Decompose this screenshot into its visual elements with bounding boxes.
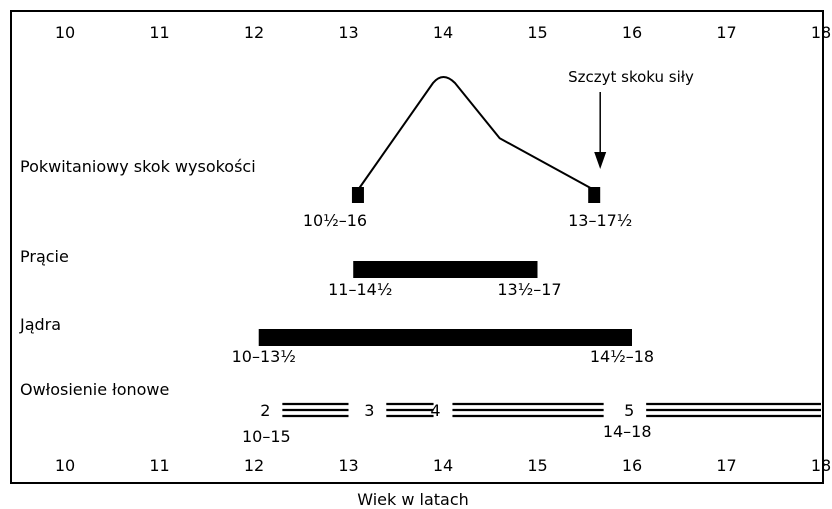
penis-label: Prącie (20, 247, 69, 266)
top-tick-label: 11 (149, 23, 169, 42)
bottom-tick-label: 16 (622, 456, 642, 475)
top-tick-label: 10 (55, 23, 75, 42)
top-tick-label: 12 (244, 23, 264, 42)
pubic-hair-stage-label: 5 (624, 401, 634, 420)
top-tick-label: 13 (338, 23, 358, 42)
growth-spurt-start-range: 10½–16 (303, 211, 367, 230)
bottom-tick-label: 18 (811, 456, 831, 475)
bottom-tick-label: 17 (716, 456, 736, 475)
penis-start-range: 11–14½ (328, 280, 392, 299)
penis-end-range: 13½–17 (497, 280, 561, 299)
pubic-hair-stage-2-range: 10–15 (242, 427, 291, 446)
pubic-hair-label: Owłosienie łonowe (20, 380, 169, 399)
top-tick-label: 15 (527, 23, 547, 42)
bottom-tick-label: 10 (55, 456, 75, 475)
pubic-hair-stage-label: 4 (430, 401, 440, 420)
growth-spurt-end-range: 13–17½ (568, 211, 632, 230)
bottom-tick-label: 14 (433, 456, 453, 475)
pubic-hair-stages: 2 3 4 5 (260, 401, 821, 420)
top-tick-label: 17 (716, 23, 736, 42)
bottom-tick-label: 11 (149, 456, 169, 475)
top-tick-label: 14 (433, 23, 453, 42)
bottom-tick-label: 12 (244, 456, 264, 475)
growth-spurt-start-marker (351, 187, 364, 203)
testes-start-range: 10–13½ (232, 347, 296, 366)
top-axis: 10 11 12 13 14 15 16 17 18 (55, 23, 831, 42)
penis-bar (353, 261, 538, 278)
growth-spurt-curve (357, 76, 595, 191)
pubic-hair-stage-5-range: 14–18 (603, 422, 652, 441)
testes-end-range: 14½–18 (590, 347, 654, 366)
diagram-frame (10, 10, 824, 484)
top-tick-label: 16 (622, 23, 642, 42)
x-axis-label: Wiek w latach (357, 490, 469, 509)
strength-peak-annotation: Szczyt skoku siły (568, 68, 694, 86)
bottom-axis: 10 11 12 13 14 15 16 17 18 (55, 456, 831, 475)
pubic-hair-stage-label: 2 (260, 401, 270, 420)
growth-spurt-end-marker (588, 187, 601, 203)
growth-spurt-label: Pokwitaniowy skok wysokości (20, 157, 256, 176)
pubic-hair-stage-label: 3 (364, 401, 374, 420)
bottom-tick-label: 15 (527, 456, 547, 475)
top-tick-label: 18 (811, 23, 831, 42)
testes-bar (258, 329, 632, 346)
bottom-tick-label: 13 (338, 456, 358, 475)
testes-label: Jądra (19, 315, 61, 334)
strength-peak-arrowhead (594, 152, 607, 169)
